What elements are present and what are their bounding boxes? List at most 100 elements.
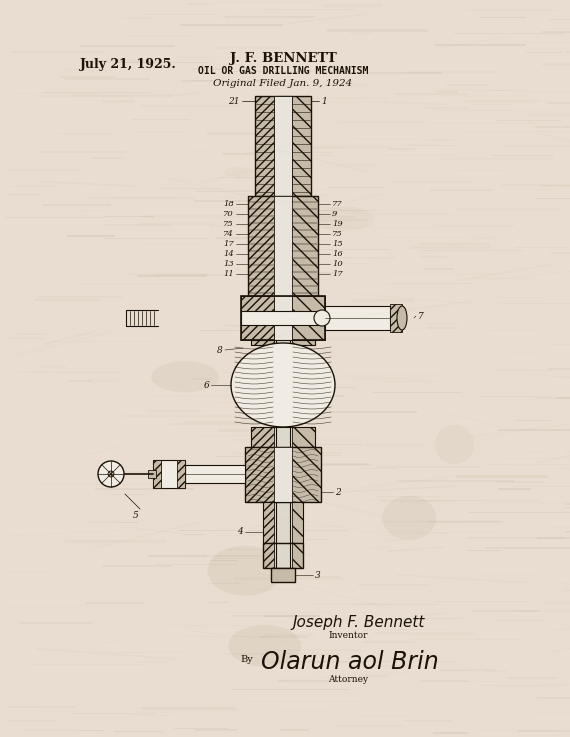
Bar [241,311,356,325]
Bar [392,273,496,275]
Bar [141,708,236,710]
Bar [425,268,454,270]
Bar [169,484,206,486]
Bar [323,227,435,228]
Bar [556,397,570,399]
Bar [287,249,390,251]
Bar [144,13,218,15]
Bar [353,138,417,140]
Bar [376,496,442,497]
Bar [425,323,459,324]
Bar [365,674,465,675]
Text: 10: 10 [332,260,343,268]
Bar [483,685,565,686]
Bar [169,624,250,626]
Bar [273,576,340,577]
Bar [258,130,282,133]
Text: 21: 21 [229,97,240,105]
Bar [39,151,125,153]
Bar [102,565,172,567]
Bar [542,31,570,33]
Bar [420,250,524,251]
Bar [255,96,311,196]
Bar [474,278,531,279]
Bar [477,730,553,731]
Circle shape [247,312,259,324]
Text: J. F. BENNETT: J. F. BENNETT [230,52,336,65]
Bar [466,10,556,11]
Bar [247,306,336,308]
Bar [217,612,329,613]
Bar [156,564,237,565]
Bar [201,329,258,332]
Bar [542,185,570,187]
Bar [35,299,100,301]
Bar [192,378,213,380]
Bar [353,604,441,605]
Bar [265,210,377,211]
Text: By: By [240,655,253,664]
Bar [10,170,82,171]
Bar [135,46,174,47]
Bar [87,60,164,63]
Bar [103,652,187,653]
Bar [431,122,543,124]
Bar [433,732,468,734]
Bar [223,325,272,326]
Text: 14: 14 [223,250,234,258]
Bar [207,583,241,584]
Bar [496,119,562,122]
Bar [466,696,570,699]
Text: 11: 11 [223,270,234,278]
Bar [174,728,227,730]
Bar [428,521,503,523]
Ellipse shape [231,343,335,427]
Bar [442,95,526,97]
Bar [263,9,355,10]
Bar [95,488,193,489]
Bar [50,340,158,343]
Bar [112,519,148,521]
Bar [198,63,305,66]
Bar [352,329,394,332]
Bar [498,429,570,431]
Bar [18,333,44,335]
Bar [432,531,496,533]
Text: 74: 74 [223,230,234,238]
Bar [216,237,285,239]
Bar [59,69,112,71]
Ellipse shape [265,109,297,126]
Bar [543,602,570,604]
Bar [327,29,428,32]
Bar [325,4,382,7]
Bar [435,226,514,227]
Bar [248,196,318,296]
Bar [421,680,469,682]
Text: 13: 13 [223,260,234,268]
Bar [43,92,151,94]
Text: Inventor: Inventor [328,631,368,640]
Bar [428,327,458,329]
Bar [500,458,570,459]
Bar [339,257,394,259]
Bar [356,661,454,663]
Bar [251,340,274,345]
Bar [430,189,491,191]
Bar [538,697,570,699]
Bar [494,297,545,298]
Bar [253,589,302,590]
Bar [263,502,274,543]
Bar [466,99,540,102]
Bar [140,223,215,226]
Bar [206,441,232,442]
Bar [542,63,570,66]
Bar [405,720,453,722]
Bar [152,395,247,397]
Bar [460,131,570,132]
Bar [207,132,262,135]
Bar [225,653,339,655]
Bar [92,157,121,158]
Bar [317,661,364,663]
Bar [137,275,207,277]
Bar [264,554,314,556]
